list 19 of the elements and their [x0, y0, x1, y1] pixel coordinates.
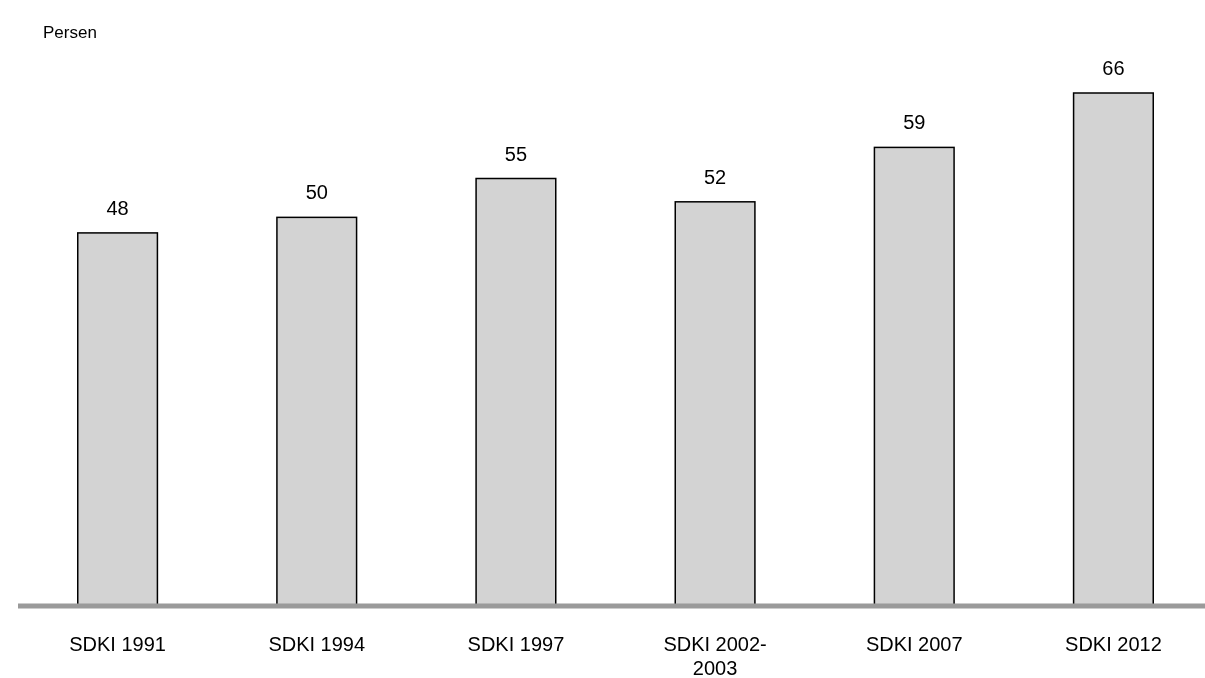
y-axis-title: Persen	[43, 23, 97, 42]
data-label: 48	[106, 196, 129, 219]
bar	[475, 177, 557, 607]
data-label: 59	[903, 111, 926, 134]
bar	[77, 232, 159, 607]
x-tick-label: SDKI 2007	[865, 633, 963, 655]
data-label: 55	[504, 142, 528, 165]
bar	[674, 201, 756, 607]
data-label: 52	[703, 165, 727, 188]
x-tick-label: SDKI 2012	[1065, 633, 1162, 655]
x-tick-label: SDKI 2002-2003	[663, 633, 767, 678]
data-label: 66	[1102, 57, 1125, 79]
bar	[276, 216, 358, 607]
x-tick-label: SDKI 1991	[69, 633, 166, 655]
data-label: 50	[305, 181, 328, 204]
x-tick-label: SDKI 1997	[467, 633, 565, 655]
bar	[1072, 92, 1154, 607]
bar	[873, 146, 955, 607]
x-tick-label: SDKI 1994	[268, 633, 366, 655]
